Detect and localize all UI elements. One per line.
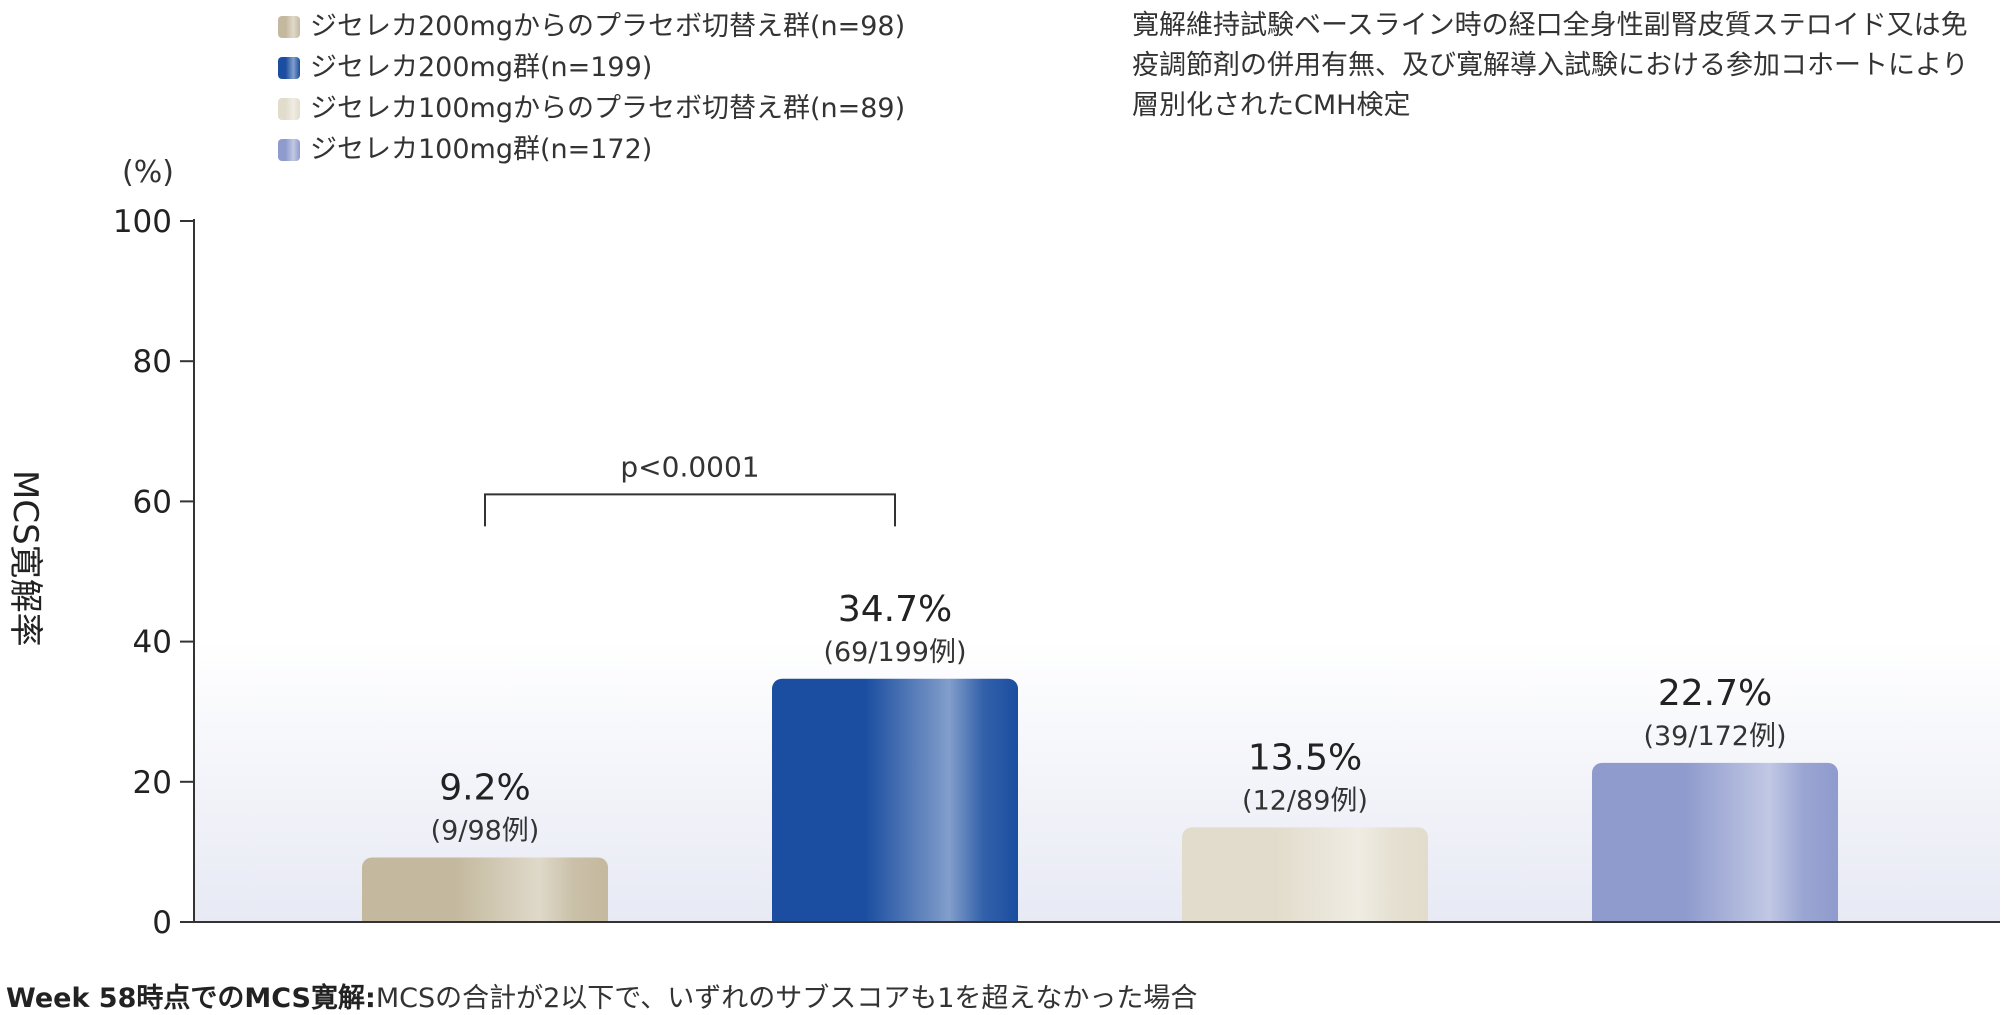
legend-item: ジセレカ100mgからのプラセボ切替え群(n=89) <box>278 88 905 129</box>
legend-swatch <box>278 56 300 79</box>
bar-count-label: (69/199例) <box>823 637 966 668</box>
footnote-term: Week 58時点でのMCS寛解: <box>6 983 376 1014</box>
y-tick-label: 80 <box>133 344 172 380</box>
legend-label: ジセレカ100mg群(n=172) <box>310 134 653 165</box>
bar-count-label: (9/98例) <box>431 816 540 847</box>
legend-swatch <box>278 97 300 120</box>
bar-base-mask <box>362 921 608 931</box>
y-tick-label: 0 <box>152 905 172 941</box>
legend-item: ジセレカ200mgからのプラセボ切替え群(n=98) <box>278 6 905 47</box>
bar <box>772 678 1018 930</box>
legend-item: ジセレカ100mg群(n=172) <box>278 129 905 170</box>
bar <box>1182 827 1428 930</box>
y-tick-label: 60 <box>133 484 172 520</box>
y-tick-label: 40 <box>133 625 172 661</box>
y-tick-label: 100 <box>113 204 172 240</box>
bar-value-label: 22.7% <box>1658 673 1772 714</box>
bar-base-mask <box>772 921 1018 931</box>
legend: ジセレカ200mgからのプラセボ切替え群(n=98) ジセレカ200mg群(n=1… <box>278 6 905 170</box>
footnote-text: MCSの合計が2以下で、いずれのサブスコアも1を超えなかった場合 <box>375 983 1198 1014</box>
legend-item: ジセレカ200mg群(n=199) <box>278 47 905 88</box>
y-unit: (%) <box>122 155 174 190</box>
legend-swatch <box>278 138 300 161</box>
p-value-label: p<0.0001 <box>620 450 759 483</box>
legend-label: ジセレカ100mgからのプラセボ切替え群(n=89) <box>310 93 906 124</box>
legend-label: ジセレカ200mg群(n=199) <box>310 52 653 83</box>
bar-value-label: 34.7% <box>838 589 952 630</box>
test-note: 寛解維持試験ベースライン時の経口全身性副腎皮質ステロイド又は免疫調節剤の併用有無… <box>1132 10 1969 121</box>
y-tick-label: 20 <box>133 765 172 801</box>
bar-count-label: (12/89例) <box>1242 785 1368 816</box>
bar-count-label: (39/172例) <box>1643 721 1786 752</box>
footnote: Week 58時点でのMCS寛解:MCSの合計が2以下で、いずれのサブスコアも1… <box>6 976 1197 1015</box>
significance-bracket <box>484 493 896 527</box>
legend-label: ジセレカ200mgからのプラセボ切替え群(n=98) <box>310 11 906 42</box>
bar-value-label: 9.2% <box>439 768 530 809</box>
bar <box>1592 762 1838 930</box>
bar-value-label: 13.5% <box>1248 737 1362 778</box>
y-axis-title: MCS寛解率 <box>5 470 45 647</box>
legend-swatch <box>278 15 300 38</box>
bar <box>362 857 608 930</box>
bar-base-mask <box>1592 921 1838 931</box>
bar-base-mask <box>1182 921 1428 931</box>
